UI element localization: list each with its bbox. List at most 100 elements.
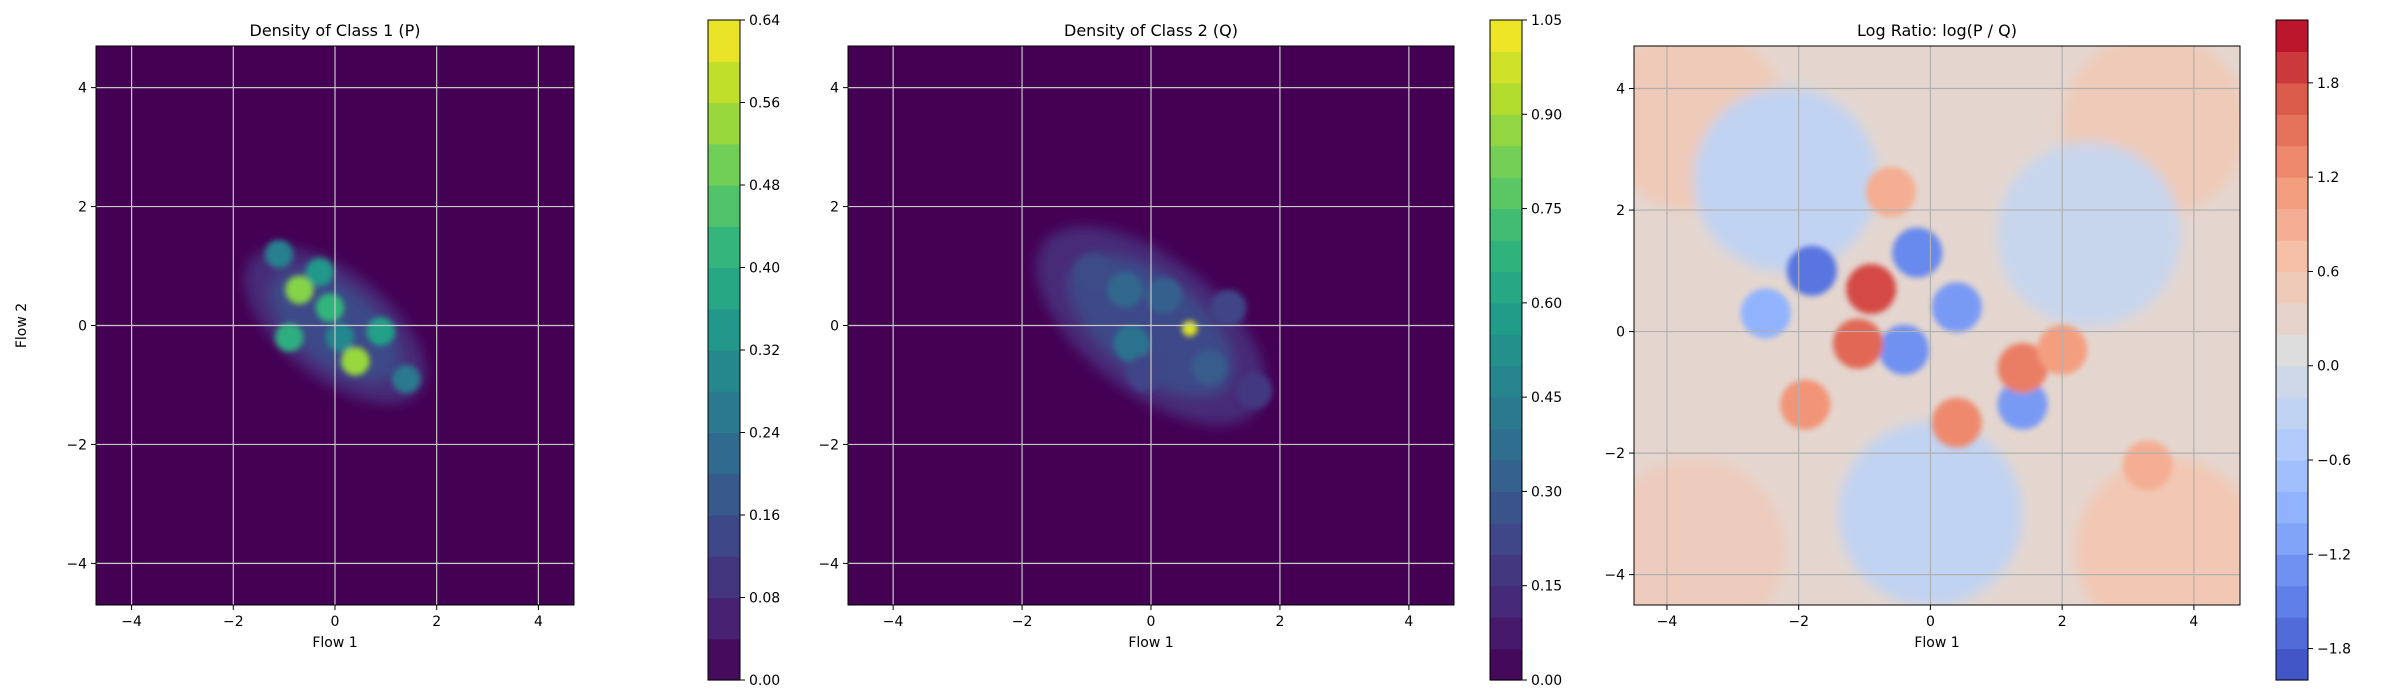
colorbar-tick-label: 0.24 xyxy=(749,426,780,442)
colorbar-level xyxy=(2276,208,2308,241)
colorbar-level xyxy=(1490,82,1522,115)
colorbar-level xyxy=(2276,82,2308,115)
density-peaks xyxy=(264,239,421,394)
colorbar-level xyxy=(1490,20,1522,53)
colorbar-tick-label: 0.48 xyxy=(749,178,780,194)
ratio-region xyxy=(1693,87,1878,272)
ratio-spot xyxy=(1931,282,1982,333)
ratio-spot xyxy=(1786,245,1837,296)
y-tick-label: 0 xyxy=(1616,325,1625,341)
x-axis-label: Flow 1 xyxy=(1128,635,1173,651)
density-peak xyxy=(305,257,334,287)
colorbar-level xyxy=(1490,240,1522,273)
y-tick-label: 0 xyxy=(830,319,839,335)
colorbar-tick-label: 1.8 xyxy=(2317,76,2339,92)
colorbar-level xyxy=(708,556,740,599)
colorbar-level xyxy=(1490,302,1522,335)
colorbar-level xyxy=(708,20,740,62)
colorbar-level xyxy=(2276,302,2308,335)
colorbar-tick-label: 0.90 xyxy=(1531,107,1562,123)
ratio-spot xyxy=(2122,440,2173,491)
colorbar-level xyxy=(708,143,740,186)
colorbar-level xyxy=(1490,271,1522,304)
colorbar-level xyxy=(2276,585,2308,618)
y-tick-label: 2 xyxy=(78,200,87,216)
x-axis-label: Flow 1 xyxy=(1914,635,1959,651)
ratio-spot xyxy=(1879,324,1930,375)
density-peak xyxy=(325,323,355,352)
colorbar-tick-label: 0.0 xyxy=(2317,359,2339,375)
colorbar-tick-label: 0.6 xyxy=(2317,264,2339,280)
colorbar-level xyxy=(1490,428,1522,461)
x-tick-label: 4 xyxy=(1404,614,1413,630)
colorbar-level xyxy=(708,473,740,516)
y-tick-label: −4 xyxy=(1604,568,1625,584)
y-tick-label: 0 xyxy=(78,319,87,335)
colorbar-tick-label: 0.64 xyxy=(749,13,780,29)
colorbar-tick-label: 1.05 xyxy=(1531,13,1562,29)
colorbar-tick-label: 0.00 xyxy=(749,673,780,689)
colorbar-tick-label: 0.32 xyxy=(749,343,780,359)
colorbar: −1.8 −1.2 −0.6 0.0 0.6 1.2 1.8 xyxy=(2275,19,2351,681)
x-tick-label: 4 xyxy=(534,614,543,630)
colorbar-level xyxy=(2276,617,2308,650)
x-tick-label: 2 xyxy=(2058,614,2067,630)
colorbar-level xyxy=(708,185,740,227)
colorbar-tick-label: 0.45 xyxy=(1531,390,1562,406)
y-tick-label: −2 xyxy=(1604,446,1625,462)
x-tick-label: −2 xyxy=(223,614,244,630)
colorbar-level xyxy=(1490,208,1522,241)
colorbar-level xyxy=(2276,428,2308,461)
density-peak xyxy=(1210,289,1247,326)
colorbar-frame xyxy=(2275,19,2309,681)
density-peak xyxy=(1190,349,1228,386)
grid xyxy=(96,46,574,605)
panel-1: −4 −2 0 2 4 −4 −2 0 2 4 Density of Class 1 (P) Flow… xyxy=(14,13,780,689)
colorbar-tick-label: 0.30 xyxy=(1531,484,1562,500)
colorbar-level xyxy=(2276,271,2308,304)
ratio-spot xyxy=(1846,264,1897,315)
colorbar-tick-label: 0.75 xyxy=(1531,202,1562,218)
colorbar-level xyxy=(1490,397,1522,430)
density-peak xyxy=(285,275,314,305)
ratio-region xyxy=(2075,458,2240,605)
ratio-spot xyxy=(1740,288,1791,339)
x-tick-label: −2 xyxy=(1788,614,1809,630)
chart-title: Density of Class 2 (Q) xyxy=(1064,21,1238,40)
colorbar-level xyxy=(2276,114,2308,147)
colorbar-tick-label: 0.08 xyxy=(749,591,780,607)
colorbar-level xyxy=(2276,648,2308,681)
colorbar: 0.00 0.15 0.30 0.45 0.60 0.75 0.90 1.05 xyxy=(1489,13,1562,689)
ratio-region xyxy=(1996,142,2181,327)
x-axis-label: Flow 1 xyxy=(312,635,357,651)
colorbar-level xyxy=(2276,460,2308,493)
density-peak xyxy=(1113,325,1150,362)
density-peak xyxy=(1126,355,1163,392)
colorbar-level xyxy=(708,597,740,640)
x-tick-label: 0 xyxy=(1926,614,1935,630)
x-tick-label: 2 xyxy=(432,614,441,630)
colorbar-tick-label: −1.2 xyxy=(2317,547,2351,563)
y-tick-label: 2 xyxy=(1616,203,1625,219)
y-tick-label: −2 xyxy=(66,437,87,453)
colorbar-level xyxy=(708,350,740,392)
colorbar-level xyxy=(708,432,740,475)
density-peak xyxy=(366,317,396,346)
colorbar-level xyxy=(708,226,740,269)
axes-frame xyxy=(1633,45,2241,606)
colorbar-level xyxy=(2276,145,2308,178)
x-tick-label: −4 xyxy=(883,614,904,630)
colorbar-level xyxy=(708,391,740,434)
density-peak xyxy=(341,346,370,376)
colorbar-level xyxy=(2276,554,2308,587)
y-tick-label: 4 xyxy=(830,81,839,97)
y-tick-label: 4 xyxy=(78,81,87,97)
colorbar-level xyxy=(1490,334,1522,367)
y-tick-label: −4 xyxy=(66,556,87,572)
ratio-spot xyxy=(1892,227,1943,278)
ratio-spot xyxy=(1832,318,1883,369)
colorbar-level xyxy=(2276,334,2308,367)
colorbar-level xyxy=(1490,145,1522,178)
x-tick-label: 2 xyxy=(1275,614,1284,630)
density-peak xyxy=(391,364,421,394)
